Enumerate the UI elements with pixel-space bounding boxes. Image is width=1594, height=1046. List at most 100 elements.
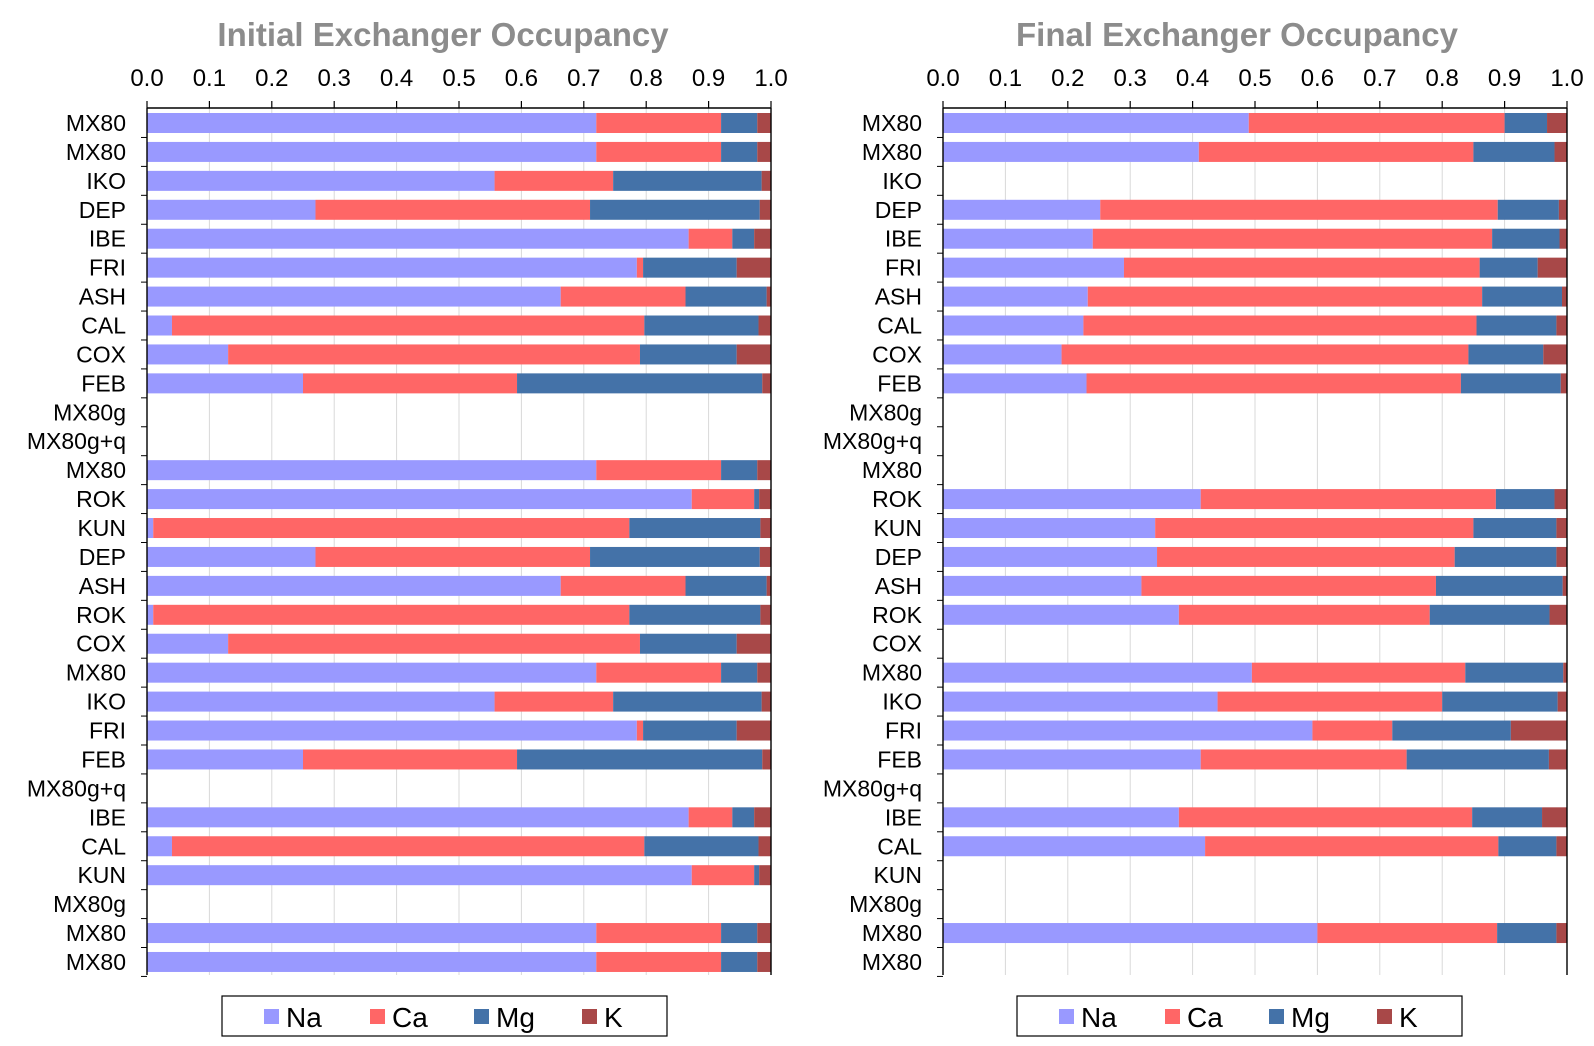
x-tick-label: 0.8 (630, 65, 663, 92)
bar-segment-mg (732, 807, 755, 828)
bar-segment-k (760, 518, 771, 539)
legend-label-ca: Ca (392, 1002, 428, 1033)
bar-segment-mg (517, 749, 763, 770)
bar-segment-k (1537, 257, 1567, 278)
bar-segment-ca (691, 489, 755, 510)
bar-segment-k (759, 199, 771, 220)
x-tick-label: 0.5 (442, 65, 475, 92)
category-label: FEB (877, 370, 922, 396)
bar-segment-ca (1200, 489, 1496, 510)
bar-segment-mg (613, 691, 762, 712)
bar-segment-ca (1086, 373, 1461, 394)
bar-segment-mg (1454, 546, 1557, 567)
bar-segment-ca (171, 315, 645, 336)
bar-segment-ca (1217, 691, 1443, 712)
bar-segment-na (943, 807, 1179, 828)
x-tick-label: 0.3 (1114, 65, 1147, 92)
bar-segment-ca (688, 228, 733, 249)
category-label: FRI (89, 255, 126, 281)
category-label: ASH (79, 284, 126, 310)
legend-label-k: K (1399, 1002, 1418, 1033)
bar-segment-mg (1460, 373, 1561, 394)
bar-segment-mg (721, 113, 758, 133)
bar-segment-mg (721, 951, 758, 972)
bar-segment-k (761, 170, 771, 191)
bar-segment-ca (1157, 546, 1455, 567)
legend-swatch-k (1377, 1009, 1392, 1024)
bar-segment-k (758, 315, 771, 336)
bar-segment-na (147, 460, 597, 481)
bar-segment-k (759, 865, 771, 886)
bar-segment-ca (560, 575, 686, 596)
category-label: MX80 (862, 110, 922, 136)
bar-segment-na (943, 113, 1249, 133)
bar-segment-k (754, 807, 771, 828)
bar-segment-ca (228, 344, 640, 365)
bar-segment-mg (643, 257, 737, 278)
category-label: KUN (77, 515, 126, 541)
bar-segment-na (943, 604, 1179, 625)
legend-swatch-ca (1165, 1009, 1180, 1024)
bar-segment-ca (596, 460, 722, 481)
x-tick-label: 0.1 (193, 65, 226, 92)
bar-segment-na (147, 633, 229, 654)
category-label: MX80g+q (27, 775, 126, 801)
bar-segment-ca (171, 836, 645, 857)
category-label: MX80g (849, 891, 922, 917)
bar-segment-mg (1497, 199, 1559, 220)
legend-label-na: Na (286, 1002, 322, 1033)
bar-segment-ca (494, 691, 614, 712)
bar-segment-na (943, 315, 1084, 336)
bar-segment-k (1510, 720, 1567, 741)
x-tick-label: 1.0 (754, 65, 787, 92)
bar-segment-mg (1392, 720, 1511, 741)
legend-swatch-ca (370, 1009, 385, 1024)
category-label: ROK (872, 486, 923, 512)
bar-segment-na (943, 199, 1101, 220)
bar-segment-k (757, 460, 771, 481)
bar-segment-k (762, 749, 771, 770)
bar-segment-ca (596, 662, 722, 683)
bar-segment-na (147, 257, 637, 278)
bar-segment-mg (1498, 836, 1557, 857)
bar-segment-ca (228, 633, 640, 654)
bar-segment-na (147, 604, 154, 625)
category-label: FEB (81, 746, 126, 772)
bar-segment-ca (1083, 315, 1477, 336)
legend-swatch-mg (1269, 1009, 1284, 1024)
category-label: IKO (86, 168, 126, 194)
bar-segment-k (1554, 489, 1567, 510)
bar-segment-k (1556, 518, 1567, 539)
bar-segment-ca (1087, 286, 1483, 307)
bar-segment-na (147, 315, 172, 336)
bar-segment-mg (1476, 315, 1557, 336)
bar-segment-na (943, 141, 1199, 162)
x-tick-label: 0.6 (1301, 65, 1334, 92)
bar-segment-ca (1155, 518, 1474, 539)
legend-swatch-na (1059, 1009, 1074, 1024)
x-tick-label: 0.2 (255, 65, 288, 92)
bar-segment-na (943, 749, 1201, 770)
bar-segment-k (1554, 141, 1567, 162)
bar-segment-na (147, 286, 561, 307)
category-label: CAL (877, 313, 922, 339)
bar-segment-k (757, 951, 771, 972)
category-label: MX80g+q (823, 428, 922, 454)
bar-segment-na (147, 575, 561, 596)
bar-segment-mg (685, 575, 767, 596)
category-label: ROK (76, 602, 127, 628)
x-tick-label: 0.2 (1051, 65, 1084, 92)
bar-segment-mg (1472, 807, 1543, 828)
bar-segment-k (1563, 662, 1567, 683)
bar-segment-mg (1479, 257, 1538, 278)
x-tick-label: 0.6 (505, 65, 538, 92)
bar-segment-na (943, 662, 1252, 683)
bar-segment-ca (596, 923, 722, 944)
bar-segment-ca (303, 373, 518, 394)
category-label: IKO (882, 168, 922, 194)
x-tick-label: 0.0 (926, 65, 959, 92)
bar-segment-na (943, 518, 1156, 539)
category-label: FEB (81, 370, 126, 396)
category-label: KUN (873, 862, 922, 888)
